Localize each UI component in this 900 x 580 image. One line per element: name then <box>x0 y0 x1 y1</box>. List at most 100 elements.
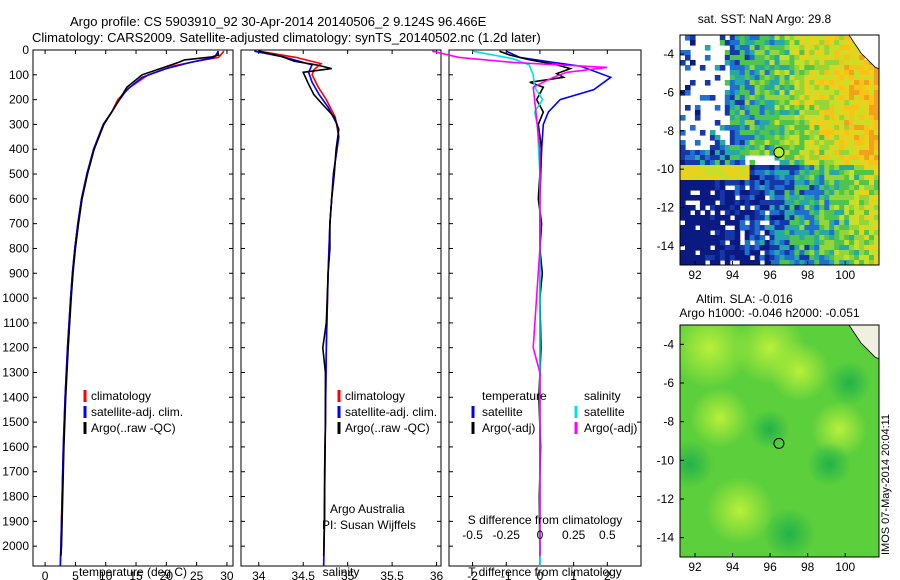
sst-cell <box>799 250 805 256</box>
sst-cell <box>714 215 721 221</box>
sst-cell <box>784 195 791 201</box>
sst-cell <box>749 225 756 231</box>
sst-cell <box>809 230 815 236</box>
sst-cell <box>739 210 746 216</box>
sst-cell <box>734 230 741 236</box>
sst-cell <box>789 75 796 81</box>
sst-cell <box>849 170 855 176</box>
ytick-label: 500 <box>9 167 29 181</box>
sst-cell <box>844 85 850 91</box>
sst-cell <box>799 255 805 261</box>
map-title: Altim. SLA: -0.016 <box>696 292 793 306</box>
sst-cell <box>859 200 865 206</box>
sst-cell <box>819 245 825 251</box>
sst-cell <box>784 135 791 141</box>
sst-cell <box>719 255 726 261</box>
sst-cell <box>839 250 845 256</box>
sst-cell <box>829 70 835 76</box>
sst-cell <box>789 120 796 126</box>
sst-cell <box>869 140 875 146</box>
sst-cell <box>759 100 766 106</box>
sst-cell <box>784 260 791 265</box>
sst-cell <box>764 260 771 265</box>
sst-cell <box>769 185 776 191</box>
sst-cell <box>804 255 810 261</box>
sst-cell <box>779 255 786 261</box>
figure-title-line2: Climatology: CARS2009. Satellite-adjuste… <box>32 30 541 45</box>
sst-cell <box>864 260 870 265</box>
ytick-label: 100 <box>9 68 29 82</box>
sst-cell <box>729 105 736 111</box>
sst-cell <box>844 80 850 86</box>
sst-cell <box>809 105 815 111</box>
sst-cell <box>799 205 805 211</box>
sst-cell <box>769 165 776 171</box>
sst-cell <box>819 65 825 71</box>
sst-cell <box>794 245 800 251</box>
sst-cell <box>839 200 845 206</box>
sst-cell <box>724 215 731 221</box>
sst-cell <box>714 190 721 196</box>
sst-cell <box>769 115 776 121</box>
sst-cell <box>774 90 781 96</box>
sst-cell <box>714 140 721 146</box>
sst-cell <box>685 205 691 211</box>
sst-cell <box>709 195 716 201</box>
sst-cell <box>694 180 701 186</box>
sst-cell <box>779 105 786 111</box>
sst-cell <box>764 100 771 106</box>
sst-cell <box>809 155 815 161</box>
sst-cell <box>819 85 825 91</box>
sst-cell <box>694 140 701 146</box>
sst-cell <box>839 190 845 196</box>
sst-cell <box>799 225 805 231</box>
sst-cell <box>744 120 751 126</box>
sst-cell <box>794 110 800 116</box>
xtick-label: 92 <box>688 268 702 282</box>
sst-cell <box>854 210 860 216</box>
sst-cell <box>690 155 696 161</box>
sst-cell <box>834 110 840 116</box>
sst-cell <box>774 60 781 66</box>
sst-cell <box>804 200 810 206</box>
sst-cell <box>769 230 776 236</box>
sst-cell <box>854 105 860 111</box>
sst-cell <box>839 245 845 251</box>
sst-cell <box>824 155 830 161</box>
sst-cell <box>685 165 691 171</box>
sst-cell <box>869 190 875 196</box>
sst-cell <box>764 95 771 101</box>
sst-cell <box>734 180 741 186</box>
sst-cell <box>749 75 756 81</box>
sst-cell <box>814 220 820 226</box>
sst-cell <box>844 90 850 96</box>
sst-cell <box>734 90 741 96</box>
sst-cell <box>709 150 716 156</box>
sst-cell <box>714 150 721 156</box>
sst-cell <box>744 215 751 221</box>
sst-cell <box>784 140 791 146</box>
sst-cell <box>844 225 850 231</box>
sst-cell <box>774 85 781 91</box>
sst-cell <box>769 190 776 196</box>
sst-cell <box>719 165 726 171</box>
sst-cell <box>779 160 786 166</box>
ytick-label: 2000 <box>2 539 29 553</box>
sst-cell <box>759 200 766 206</box>
sst-cell <box>874 100 879 106</box>
sst-cell <box>749 160 756 166</box>
sst-cell <box>819 100 825 106</box>
sst-cell <box>859 95 865 101</box>
sst-cell <box>794 215 800 221</box>
sst-cell <box>724 165 731 171</box>
sst-cell <box>764 45 771 51</box>
sst-cell <box>769 255 776 261</box>
sst-cell <box>754 245 761 251</box>
sst-cell <box>809 65 815 71</box>
sst-cell <box>744 145 751 151</box>
ytick-label: 1100 <box>3 316 29 330</box>
sst-cell <box>794 35 800 41</box>
ytick-label: 1400 <box>2 390 29 404</box>
sst-cell <box>690 35 696 41</box>
sst-cell <box>794 115 800 121</box>
